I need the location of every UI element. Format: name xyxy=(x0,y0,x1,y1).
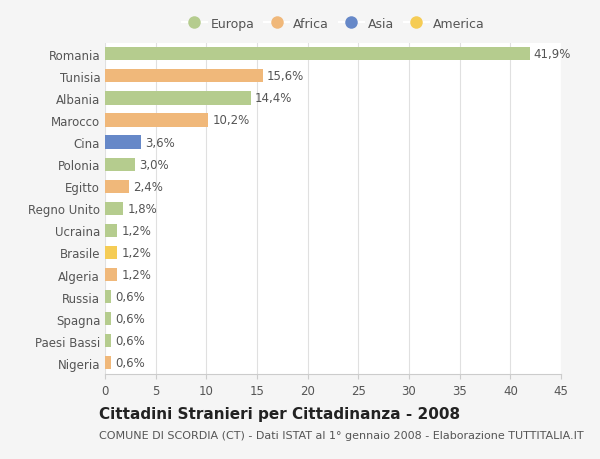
Text: Cittadini Stranieri per Cittadinanza - 2008: Cittadini Stranieri per Cittadinanza - 2… xyxy=(99,406,460,421)
Legend: Europa, Africa, Asia, America: Europa, Africa, Asia, America xyxy=(182,18,484,31)
Text: 0,6%: 0,6% xyxy=(115,291,145,303)
Bar xyxy=(105,313,111,325)
Text: COMUNE DI SCORDIA (CT) - Dati ISTAT al 1° gennaio 2008 - Elaborazione TUTTITALIA: COMUNE DI SCORDIA (CT) - Dati ISTAT al 1… xyxy=(99,430,584,440)
Text: 1,2%: 1,2% xyxy=(121,224,151,237)
Bar xyxy=(105,48,530,61)
Bar xyxy=(105,136,142,149)
Text: 0,6%: 0,6% xyxy=(115,313,145,325)
Text: 10,2%: 10,2% xyxy=(212,114,250,127)
Bar xyxy=(105,357,111,369)
Text: 2,4%: 2,4% xyxy=(133,180,163,193)
Bar xyxy=(105,291,111,303)
Bar xyxy=(105,202,123,215)
Bar xyxy=(105,246,117,259)
Bar xyxy=(105,335,111,347)
Text: 41,9%: 41,9% xyxy=(533,48,571,61)
Text: 1,8%: 1,8% xyxy=(127,202,157,215)
Text: 15,6%: 15,6% xyxy=(267,70,304,83)
Bar xyxy=(105,180,130,193)
Bar xyxy=(105,114,208,127)
Bar xyxy=(105,70,263,83)
Text: 0,6%: 0,6% xyxy=(115,335,145,347)
Text: 14,4%: 14,4% xyxy=(255,92,292,105)
Bar xyxy=(105,158,136,171)
Bar xyxy=(105,92,251,105)
Text: 3,6%: 3,6% xyxy=(146,136,175,149)
Bar xyxy=(105,269,117,281)
Bar xyxy=(105,224,117,237)
Text: 3,0%: 3,0% xyxy=(139,158,169,171)
Text: 0,6%: 0,6% xyxy=(115,357,145,369)
Text: 1,2%: 1,2% xyxy=(121,269,151,281)
Text: 1,2%: 1,2% xyxy=(121,246,151,259)
